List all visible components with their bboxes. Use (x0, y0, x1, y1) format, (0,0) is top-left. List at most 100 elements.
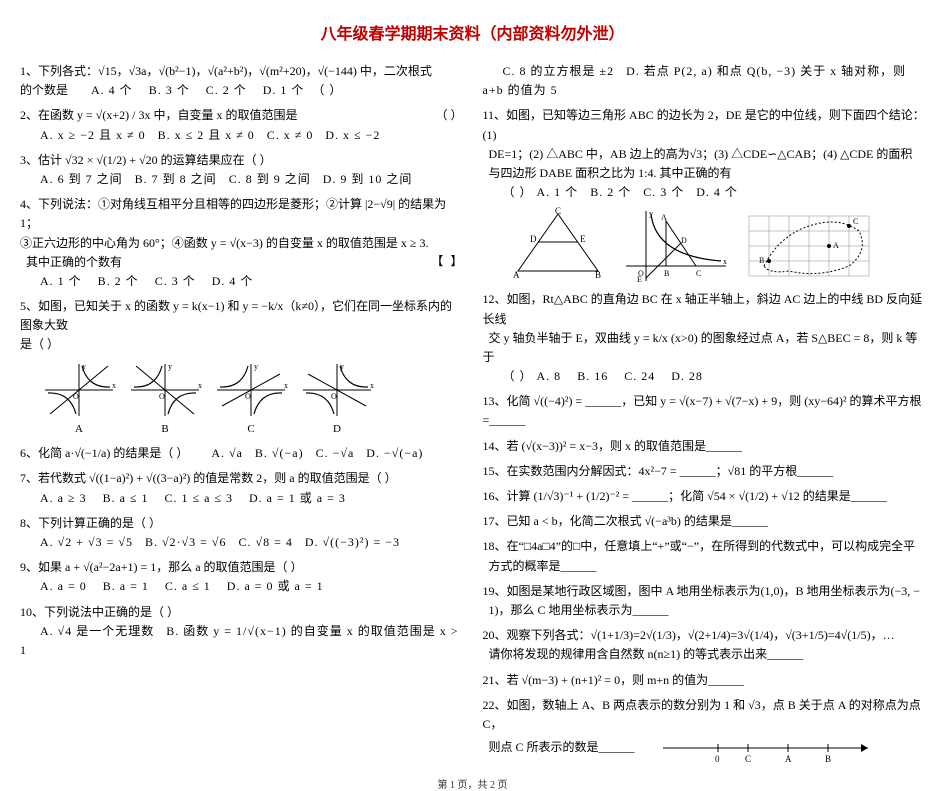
q11-opt-a: A. 1 个 (537, 185, 579, 199)
q19-stem: 19、如图是某地行政区域图，图中 A 地用坐标表示为(1,0)，B 地用坐标表示… (483, 584, 921, 598)
q3-opt-a: A. 6 到 7 之间 (40, 172, 123, 186)
q13-stem: 13、化简 √((−4)²) = ______，已知 y = √(x−7) + … (483, 394, 922, 427)
map-grid-icon: A B C (739, 206, 889, 284)
q6-opt-c: C. −√a (316, 446, 355, 460)
question-5: 5、如图，已知关于 x 的函数 y = k(x−1) 和 y = −k/x（k≠… (20, 297, 463, 438)
q9-stem: 9、如果 a + √(a²−2a+1) = 1，那么 a 的取值范围是（ ） (20, 560, 303, 574)
question-12: 12、如图，Rt△ABC 的直角边 BC 在 x 轴正半轴上，斜边 AC 边上的… (483, 290, 926, 386)
q12-opt-c: C. 24 (624, 369, 655, 383)
question-18: 18、在“□4a□4”的□中，任意填上“+”或“−”，在所得到的代数式中，可以构… (483, 537, 926, 575)
question-17: 17、已知 a < b，化简二次根式 √(−a³b) 的结果是______ (483, 512, 926, 531)
question-9: 9、如果 a + √(a²−2a+1) = 1，那么 a 的取值范围是（ ） A… (20, 558, 463, 596)
q12-opt-a: A. 8 (537, 369, 562, 383)
q12-opt-d: D. 28 (671, 369, 703, 383)
question-21: 21、若 √(m−3) + (n+1)² = 0，则 m+n 的值为______ (483, 671, 926, 690)
q22-stem: 22、如图，数轴上 A、B 两点表示的数分别为 1 和 √3，点 B 关于点 A… (483, 698, 921, 731)
svg-text:B: B (759, 256, 764, 265)
svg-text:A: A (513, 270, 520, 280)
question-10: 10、下列说法中正确的是（ ） A. √4 是一个无理数 B. 函数 y = 1… (20, 603, 463, 661)
q1-stem: 1、下列各式：√15，√3a，√(b²−1)，√(a²+b²)，√(m²+20)… (20, 64, 432, 78)
question-8: 8、下列计算正确的是（ ） A. √2 + √3 = √5 B. √2·√3 =… (20, 514, 463, 552)
svg-text:C: C (696, 269, 701, 278)
q4-opt-d: D. 4 个 (212, 274, 254, 288)
q7-opt-c: C. 1 ≤ a ≤ 3 (165, 491, 234, 505)
q11-opt-b: B. 2 个 (590, 185, 631, 199)
two-column-layout: 1、下列各式：√15，√3a，√(b²−1)，√(a²+b²)，√(m²+20)… (20, 56, 925, 768)
q5-cont: 是（ ） (20, 337, 59, 351)
question-22: 22、如图，数轴上 A、B 两点表示的数分别为 1 和 √3，点 B 关于点 A… (483, 696, 926, 762)
question-19: 19、如图是某地行政区域图，图中 A 地用坐标表示为(1,0)，B 地用坐标表示… (483, 582, 926, 620)
q2-opt-b: B. x ≤ 2 且 x ≠ 0 (158, 128, 255, 142)
q12-stem: 12、如图，Rt△ABC 的直角边 BC 在 x 轴正半轴上，斜边 AC 边上的… (483, 292, 923, 325)
q12-paren: （ ） (503, 369, 533, 383)
svg-text:C: C (555, 206, 561, 216)
q5-diagram-c: xyO C (212, 359, 290, 439)
question-1: 1、下列各式：√15，√3a，√(b²−1)，√(a²+b²)，√(m²+20)… (20, 62, 463, 100)
q5-label-a: A (75, 421, 83, 439)
numline-b: B (825, 754, 831, 762)
q5-label-d: D (333, 421, 341, 439)
q4-opt-c: C. 3 个 (155, 274, 196, 288)
svg-text:B: B (595, 270, 601, 280)
question-11: 11、如图，已知等边三角形 ABC 的边长为 2，DE 是它的中位线，则下面四个… (483, 106, 926, 284)
q4-opt-a: A. 1 个 (40, 274, 82, 288)
q20-line2: 请你将发现的规律用含自然数 n(n≥1) 的等式表示出来______ (489, 647, 804, 661)
q4-line3: 其中正确的个数有 (26, 255, 122, 269)
q11-line2: DE=1；(2) △ABC 中，AB 边上的高为√3；(3) △CDE∽△CAB… (489, 147, 913, 161)
q4-stem: 4、下列说法：①对角线互相平分且相等的四边形是菱形；②计算 |2−√9| 的结果… (20, 197, 446, 230)
q18-stem: 18、在“□4a□4”的□中，任意填上“+”或“−”，在所得到的代数式中，可以构… (483, 539, 916, 553)
q2-opt-c: C. x ≠ 0 (267, 128, 314, 142)
q12-opt-b: B. 16 (577, 369, 608, 383)
q7-opt-d: D. a = 1 或 a = 3 (249, 491, 346, 505)
q4-line2: ③正六边形的中心角为 60°；④函数 y = √(x−3) 的自变量 x 的取值… (20, 236, 429, 250)
q4-bracket: 【 】 (431, 253, 462, 272)
q11-diagrams: C A B D E xy O A B C D (503, 206, 926, 284)
page-footer: 第 1 页，共 2 页 (20, 776, 925, 791)
q5-label-c: C (247, 421, 254, 439)
question-16: 16、计算 (1/√3)⁻¹ + (1/2)⁻² = ______；化简 √54… (483, 487, 926, 506)
q10-opt-c: C. 8 的立方根是 ±2 (503, 64, 615, 78)
q9-opt-d: D. a = 0 或 a = 1 (227, 579, 324, 593)
q2-paren: （ ） (435, 106, 462, 125)
q1-opt-b: B. 3 个 (149, 83, 190, 97)
svg-text:C: C (853, 217, 858, 226)
numline-o: 0 (715, 754, 720, 762)
triangle-icon: C A B D E (503, 206, 613, 284)
q10-stem: 10、下列说法中正确的是（ ） (20, 605, 179, 619)
q15-stem: 15、在实数范围内分解因式：4x²−7 = ______；√81 的平方根___… (483, 464, 834, 478)
question-14: 14、若 (√(x−3))² = x−3，则 x 的取值范围是______ (483, 437, 926, 456)
svg-text:x: x (198, 381, 202, 390)
question-4: 4、下列说法：①对角线互相平分且相等的四边形是菱形；②计算 |2−√9| 的结果… (20, 195, 463, 291)
q21-stem: 21、若 √(m−3) + (n+1)² = 0，则 m+n 的值为______ (483, 673, 745, 687)
q5-stem: 5、如图，已知关于 x 的函数 y = k(x−1) 和 y = −k/x（k≠… (20, 299, 452, 332)
number-line-icon: 0 C A B (658, 734, 878, 762)
q3-stem: 3、估计 √32 × √(1/2) + √20 的运算结果应在（ ） (20, 153, 272, 167)
q6-opt-d: D. −√(−a) (366, 446, 423, 460)
q2-stem: 2、在函数 y = √(x+2) / 3x 中，自变量 x 的取值范围是 (20, 108, 297, 122)
q3-opt-c: C. 8 到 9 之间 (229, 172, 311, 186)
q11-stem: 11、如图，已知等边三角形 ABC 的边长为 2，DE 是它的中位线，则下面四个… (483, 108, 925, 141)
svg-text:y: y (168, 362, 172, 371)
question-6: 6、化简 a·√(−1/a) 的结果是（ ） A. √a B. √(−a) C.… (20, 444, 463, 463)
q2-opt-d: D. x ≤ −2 (325, 128, 380, 142)
q8-opt-d: D. √((−3)²) = −3 (305, 535, 400, 549)
left-column: 1、下列各式：√15，√3a，√(b²−1)，√(a²+b²)，√(m²+20)… (20, 56, 463, 768)
question-15: 15、在实数范围内分解因式：4x²−7 = ______；√81 的平方根___… (483, 462, 926, 481)
q6-stem: 6、化简 a·√(−1/a) 的结果是（ ） (20, 446, 188, 460)
svg-text:x: x (284, 381, 288, 390)
q3-opt-d: D. 9 到 10 之间 (323, 172, 413, 186)
q7-opt-a: A. a ≥ 3 (40, 491, 87, 505)
q5-diagram-b: xyO B (126, 359, 204, 439)
q22-line2: 则点 C 所表示的数是______ (489, 740, 635, 754)
q1-opt-d: D. 1 个 (263, 83, 305, 97)
question-20: 20、观察下列各式：√(1+1/3)=2√(1/3)，√(2+1/4)=3√(1… (483, 626, 926, 664)
page-title: 八年级春学期期末资料（内部资料勿外泄） (20, 20, 925, 44)
q2-opt-a: A. x ≥ −2 且 x ≠ 0 (40, 128, 146, 142)
question-2: 2、在函数 y = √(x+2) / 3x 中，自变量 x 的取值范围是 （ ）… (20, 106, 463, 144)
q5-diagram-d: xyO D (298, 359, 376, 439)
q11-opt-d: D. 4 个 (696, 185, 738, 199)
q9-opt-c: C. a ≤ 1 (165, 579, 211, 593)
svg-text:D: D (530, 234, 537, 244)
svg-text:A: A (833, 241, 839, 250)
q5-diagrams: xyO A xyO B (40, 359, 463, 439)
